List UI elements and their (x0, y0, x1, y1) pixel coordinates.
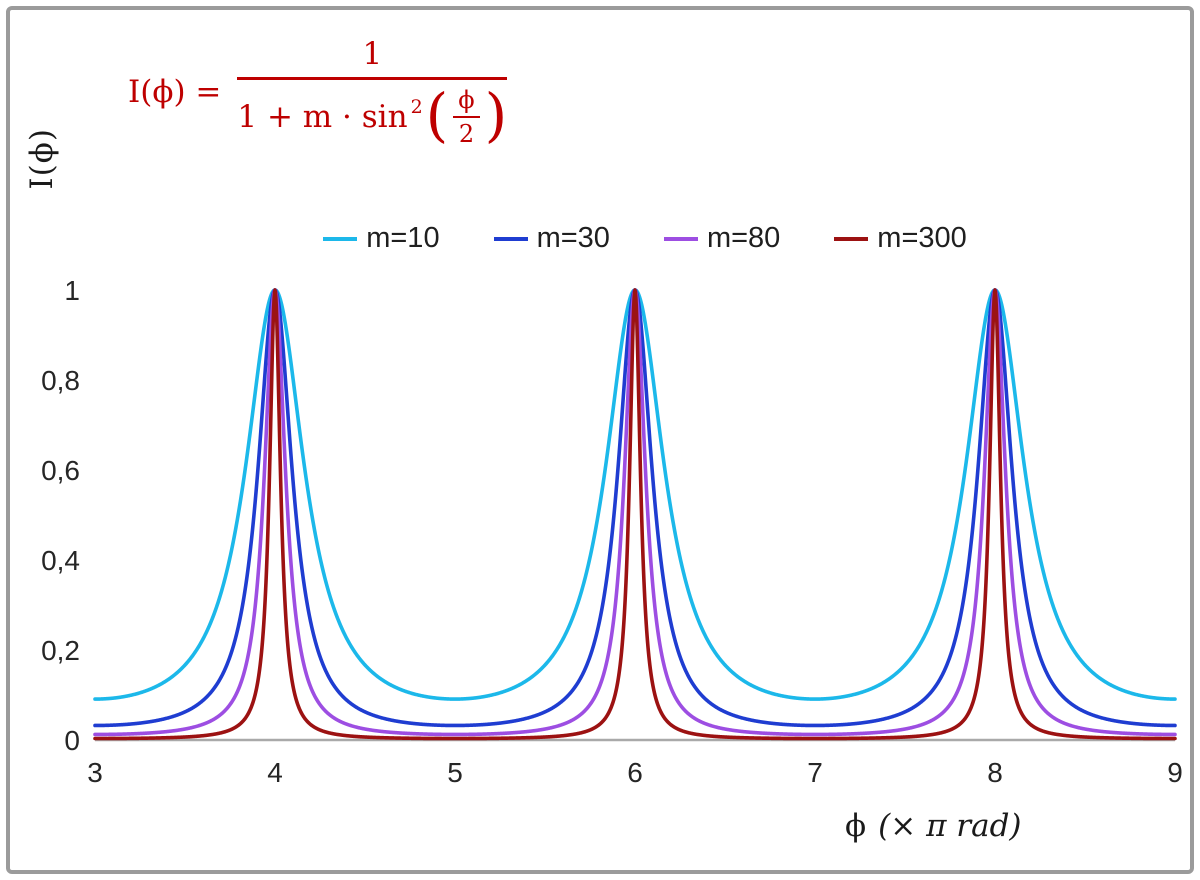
inner-numerator: ϕ (458, 86, 475, 114)
y-tick-label-0,2: 0,2 (41, 635, 80, 666)
legend-item-m=30: m=30 (493, 222, 610, 255)
formula-fraction: 1 1 + m · sin 2 ( ϕ 2 ) (237, 36, 508, 148)
legend: m=10 m=30 m=80 m=300 (90, 222, 1200, 255)
x-axis-title: ϕ (× π rad) (845, 808, 1022, 844)
legend-swatch-m=30 (493, 236, 528, 241)
inner-fraction: ϕ 2 (453, 86, 480, 148)
legend-label-m=30: m=30 (536, 222, 610, 254)
formula-exponent: 2 (410, 96, 423, 118)
formula-denominator: 1 + m · sin 2 ( ϕ 2 ) (237, 80, 507, 148)
formula-den-prefix: 1 + m · sin (237, 99, 408, 135)
legend-item-m=300: m=300 (834, 222, 967, 255)
x-tick-label-8: 8 (987, 757, 1003, 788)
series-line-m=80 (93, 288, 1177, 737)
x-tick-label-6: 6 (627, 757, 643, 788)
inner-denominator: 2 (458, 120, 475, 148)
formula-annotation: I(ϕ) = 1 1 + m · sin 2 ( ϕ 2 ) (128, 36, 508, 148)
x-axis-title-symbol: ϕ (845, 808, 867, 844)
legend-label-m=80: m=80 (706, 222, 781, 254)
close-paren: ) (484, 80, 508, 149)
x-tick-label-3: 3 (87, 757, 103, 788)
x-tick-label-5: 5 (447, 757, 463, 788)
fraction-bar (237, 77, 508, 80)
y-tick-label-0,6: 0,6 (41, 455, 80, 486)
y-tick-label-0: 0 (64, 725, 80, 756)
legend-label-m=10: m=10 (366, 222, 440, 254)
legend-swatch-m=80 (663, 236, 698, 241)
legend-swatch-m=10 (323, 236, 358, 241)
inner-fraction-bar (453, 116, 480, 118)
series-line-m=300 (93, 288, 1177, 741)
legend-swatch-m=300 (834, 236, 869, 241)
legend-item-m=10: m=10 (323, 222, 440, 255)
x-tick-label-9: 9 (1167, 757, 1183, 788)
y-tick-label-0,4: 0,4 (41, 545, 80, 576)
y-tick-label-1: 1 (64, 275, 80, 306)
y-tick-label-0,8: 0,8 (41, 365, 80, 396)
formula-lhs: I(ϕ) = (128, 74, 222, 110)
x-axis-title-unit: (× π rad) (878, 808, 1022, 844)
series-line-m=30 (93, 288, 1177, 728)
legend-label-m=300: m=300 (877, 222, 967, 254)
x-tick-label-4: 4 (267, 757, 283, 788)
open-paren: ( (425, 80, 449, 149)
formula-numerator: 1 (362, 36, 383, 72)
x-tick-label-7: 7 (807, 757, 823, 788)
legend-item-m=80: m=80 (663, 222, 781, 255)
